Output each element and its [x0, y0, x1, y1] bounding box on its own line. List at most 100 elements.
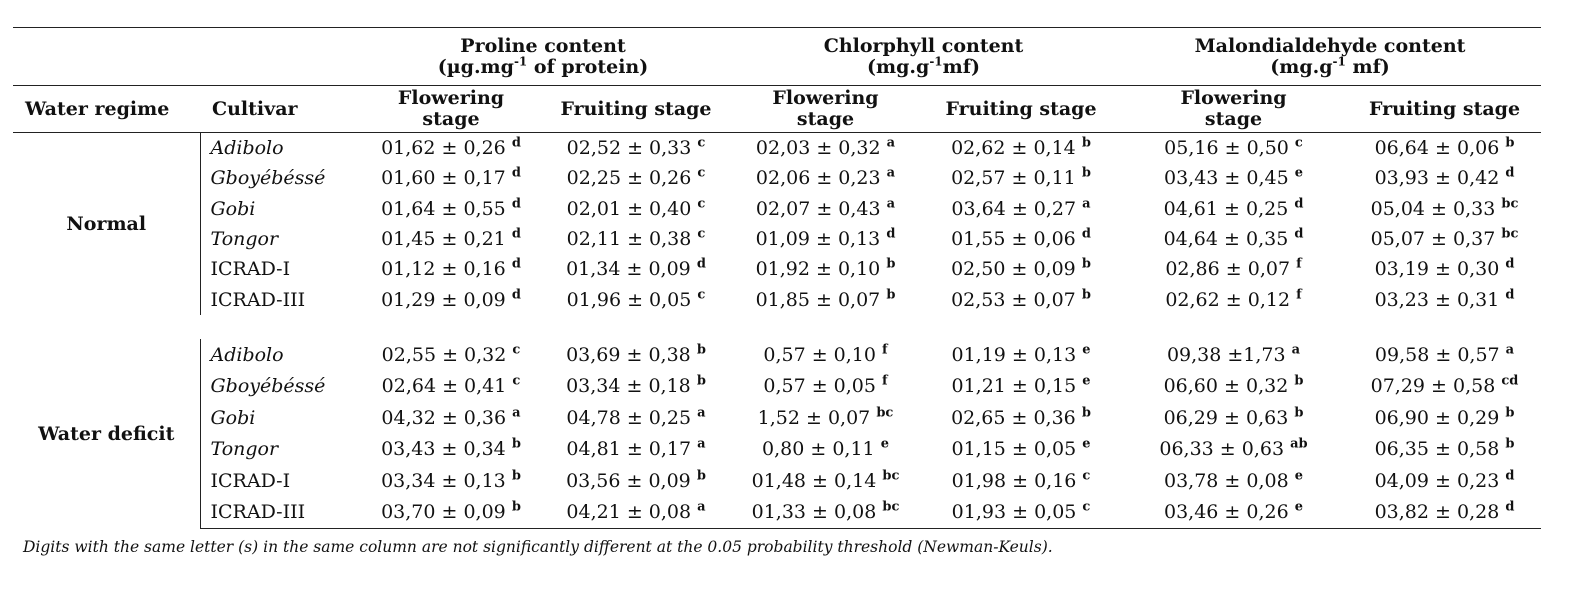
- mean-value: 03,34 ± 0,13: [381, 469, 506, 492]
- group-header-blank: [13, 27, 358, 86]
- mean-value: 02,11 ± 0,38: [566, 228, 692, 251]
- cultivar-cell: Gobi: [210, 197, 256, 220]
- mda-fruiting-header: Fruiting stage: [1348, 85, 1542, 133]
- mean-value: 02,25 ± 0,26: [566, 167, 692, 190]
- chlorophyll-fruiting-cell: 01,55 ± 0,06 d: [923, 224, 1119, 254]
- significance-letter: c: [697, 287, 706, 303]
- significance-letter: b: [1081, 287, 1091, 303]
- significance-letter: d: [1505, 499, 1515, 515]
- chlorophyll-fruiting-cell: 01,98 ± 0,16 c: [923, 465, 1119, 497]
- significance-letter: b: [1081, 166, 1091, 182]
- mean-value: 1,52 ± 0,07: [757, 406, 871, 429]
- mda-fruiting-cell: 03,82 ± 0,28 d: [1348, 496, 1542, 529]
- mean-value: 01,85 ± 0,07: [755, 288, 881, 311]
- mean-value: 03,78 ± 0,08: [1164, 469, 1289, 492]
- chlorophyll-fruiting-cell: 01,21 ± 0,15 e: [923, 370, 1119, 402]
- proline-fruiting-cell: 03,34 ± 0,18 b: [544, 370, 728, 402]
- chlorophyll-fruiting-cell: 02,53 ± 0,07 b: [923, 284, 1119, 314]
- chlorophyll-flowering-cell: 0,80 ± 0,11 e: [728, 433, 923, 465]
- proline-flowering-cell: 03,70 ± 0,09 b: [358, 496, 544, 529]
- table-row: Gboyébéssé 01,60 ± 0,17 d 02,25 ± 0,26 c 02…: [13, 163, 1541, 193]
- significance-letter: d: [511, 287, 521, 303]
- chlorophyll-flowering-cell: 01,48 ± 0,14 bc: [728, 465, 923, 497]
- mean-value: 04,09 ± 0,23: [1374, 469, 1500, 492]
- results-table: Proline content (µg.mg-1 of protein) Chl…: [13, 27, 1542, 529]
- significance-letter: d: [511, 166, 521, 182]
- mean-value: 06,64 ± 0,06: [1374, 137, 1500, 160]
- proline-fruiting-cell: 04,21 ± 0,08 a: [544, 496, 728, 529]
- mda-fruiting-cell: 05,04 ± 0,33 bc: [1348, 194, 1541, 224]
- chlorophyll-fruiting-cell: 02,62 ± 0,14 b: [923, 133, 1119, 164]
- proline-flowering-cell: 01,29 ± 0,09 d: [358, 284, 544, 314]
- significance-letter: d: [1505, 257, 1515, 272]
- chlorophyll-flowering-cell: 0,57 ± 0,10 f: [728, 339, 923, 371]
- mean-value: 09,38 ±1,73: [1166, 343, 1286, 366]
- mda-flowering-cell: 04,61 ± 0,25 d: [1119, 194, 1348, 224]
- significance-letter: bc: [882, 499, 900, 515]
- mda-fruiting-cell: 03,19 ± 0,30 d: [1348, 254, 1541, 284]
- mean-value: 0,57 ± 0,05: [763, 375, 876, 398]
- table-row: Gobi 01,64 ± 0,55 d 02,01 ± 0,40 c 02,07 ± …: [13, 194, 1541, 224]
- significance-letter: a: [697, 499, 706, 515]
- mean-value: 05,16 ± 0,50: [1164, 137, 1289, 160]
- cultivar-cell: ICRAD-III: [210, 288, 306, 311]
- mda-flowering-cell: 03,78 ± 0,08 e: [1119, 465, 1348, 497]
- proline-fruiting-cell: 04,81 ± 0,17 a: [544, 433, 728, 465]
- mean-value: 07,29 ± 0,58: [1370, 375, 1496, 398]
- proline-title: Proline content: [460, 34, 626, 57]
- significance-letter: d: [1294, 226, 1304, 242]
- chlorophyll-fruiting-cell: 01,15 ± 0,05 e: [923, 433, 1119, 465]
- proline-flowering-cell: 01,12 ± 0,16 d: [358, 254, 544, 284]
- mda-fruiting-cell: 05,07 ± 0,37 bc: [1348, 224, 1541, 254]
- significance-letter: d: [886, 226, 896, 242]
- significance-letter: d: [511, 196, 521, 212]
- significance-letter: b: [1505, 135, 1515, 151]
- cultivar-cell: Tongor: [210, 438, 279, 461]
- mda-flowering-cell: 09,38 ±1,73 a: [1119, 339, 1348, 371]
- proline-fruiting-cell: 03,69 ± 0,38 b: [544, 339, 728, 371]
- significance-letter: cd: [1501, 373, 1519, 389]
- mean-value: 01,29 ± 0,09: [381, 288, 506, 311]
- significance-letter: d: [1505, 287, 1515, 303]
- mean-value: 06,90 ± 0,29: [1374, 406, 1500, 429]
- mean-value: 01,33 ± 0,08: [751, 501, 877, 524]
- chlorophyll-flowering-cell: 01,33 ± 0,08 bc: [728, 496, 923, 529]
- chlorophyll-flowering-cell: 01,92 ± 0,10 b: [728, 254, 923, 284]
- table-row: Tongor 01,45 ± 0,21 d 02,11 ± 0,38 c 01,09 …: [13, 224, 1541, 254]
- significance-letter: c: [512, 373, 521, 389]
- mean-value: 02,62 ± 0,12: [1165, 288, 1291, 311]
- chlorophyll-fruiting-cell: 02,50 ± 0,09 b: [923, 254, 1119, 284]
- significance-letter: b: [511, 499, 521, 515]
- mean-value: 02,06 ± 0,23: [755, 167, 881, 190]
- table-row: Gobi 04,32 ± 0,36 a 04,78 ± 0,25 a 1,52 ± 0…: [13, 402, 1541, 434]
- significance-letter: b: [1294, 373, 1304, 389]
- mean-value: 02,03 ± 0,32: [755, 137, 881, 160]
- table-row: ICRAD-I 03,34 ± 0,13 b 03,56 ± 0,09 b 01,48…: [13, 465, 1541, 497]
- proline-fruiting-cell: 02,52 ± 0,33 c: [544, 133, 728, 164]
- significance-letter: d: [1081, 226, 1091, 242]
- mda-unit: (mg.g-1 mf): [1270, 54, 1390, 78]
- significance-letter: d: [1505, 468, 1515, 484]
- cultivar-cell: Tongor: [210, 228, 279, 251]
- significance-letter: f: [882, 373, 888, 389]
- significance-letter: d: [511, 226, 521, 242]
- table-row: Normal Adibolo 01,62 ± 0,26 d 02,52 ± 0,33 …: [13, 132, 1541, 315]
- chlorophyll-title: Chlorphyll content: [823, 34, 1024, 57]
- mean-value: 02,07 ± 0,43: [755, 197, 881, 220]
- significance-letter: c: [697, 196, 706, 212]
- significance-letter: d: [511, 135, 521, 151]
- significance-letter: b: [511, 468, 521, 484]
- significance-letter: b: [696, 342, 706, 358]
- mean-value: 03,43 ± 0,34: [381, 438, 506, 461]
- significance-letter: b: [886, 257, 896, 272]
- proline-fruiting-cell: 03,56 ± 0,09 b: [544, 465, 728, 497]
- mean-value: 01,93 ± 0,05: [951, 501, 1077, 524]
- chlorophyll-fruiting-cell: 03,64 ± 0,27 a: [923, 194, 1119, 224]
- cultivar-cell: Adibolo: [210, 137, 284, 160]
- mean-value: 01,19 ± 0,13: [951, 343, 1077, 366]
- mean-value: 01,15 ± 0,05: [951, 438, 1077, 461]
- mean-value: 01,62 ± 0,26: [381, 137, 506, 160]
- significance-letter: b: [1081, 257, 1091, 272]
- significance-letter: b: [1081, 135, 1091, 151]
- mda-flowering-cell: 06,33 ± 0,63 ab: [1119, 433, 1348, 465]
